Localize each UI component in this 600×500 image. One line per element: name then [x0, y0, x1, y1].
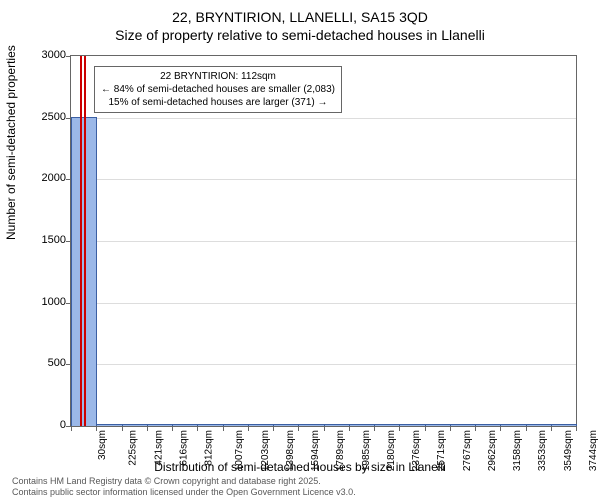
x-tick-label: 2376sqm	[411, 430, 422, 471]
x-tick-mark	[349, 426, 350, 431]
x-tick-mark	[197, 426, 198, 431]
x-tick-mark	[399, 426, 400, 431]
x-tick-label: 2962sqm	[487, 430, 498, 471]
title-line-1: 22, BRYNTIRION, LLANELLI, SA15 3QD	[0, 8, 600, 26]
x-tick-label: 2767sqm	[462, 430, 473, 471]
x-tick-mark	[450, 426, 451, 431]
y-tick-label: 3000	[16, 49, 66, 61]
histogram-bar	[197, 424, 223, 426]
chart-title: 22, BRYNTIRION, LLANELLI, SA15 3QD Size …	[0, 0, 600, 44]
y-axis-label: Number of semi-detached properties	[4, 45, 18, 240]
x-tick-mark	[273, 426, 274, 431]
footer-text: Contains HM Land Registry data © Crown c…	[12, 476, 588, 498]
highlight-marker	[80, 56, 86, 426]
histogram-bar	[349, 424, 375, 426]
grid-line	[71, 179, 576, 180]
y-tick-label: 2000	[16, 172, 66, 184]
x-tick-mark	[324, 426, 325, 431]
x-tick-label: 1007sqm	[234, 430, 245, 471]
grid-line	[71, 241, 576, 242]
histogram-bar	[374, 424, 400, 426]
y-tick-label: 1500	[16, 234, 66, 246]
x-tick-label: 2571sqm	[436, 430, 447, 471]
histogram-bar	[450, 424, 476, 426]
x-tick-mark	[172, 426, 173, 431]
y-tick-mark	[66, 56, 71, 57]
x-tick-label: 3353sqm	[537, 430, 548, 471]
x-tick-label: 1398sqm	[285, 430, 296, 471]
x-tick-label: 1594sqm	[310, 430, 321, 471]
x-tick-label: 1789sqm	[335, 430, 346, 471]
annotation-line-2: ← 84% of semi-detached houses are smalle…	[101, 83, 335, 96]
grid-line	[71, 303, 576, 304]
histogram-bar	[425, 424, 451, 426]
x-tick-label: 30sqm	[97, 430, 108, 460]
footer-line-2: Contains public sector information licen…	[12, 487, 588, 498]
x-tick-label: 225sqm	[128, 430, 139, 466]
x-tick-label: 616sqm	[178, 430, 189, 466]
annotation-box: 22 BRYNTIRION: 112sqm ← 84% of semi-deta…	[94, 66, 342, 113]
x-axis-label: Distribution of semi-detached houses by …	[0, 460, 600, 474]
title-line-2: Size of property relative to semi-detach…	[0, 26, 600, 44]
annotation-line-1: 22 BRYNTIRION: 112sqm	[101, 70, 335, 83]
x-tick-label: 421sqm	[153, 430, 164, 466]
x-tick-mark	[500, 426, 501, 431]
y-tick-label: 0	[16, 419, 66, 431]
histogram-bar	[96, 424, 122, 426]
x-tick-label: 3158sqm	[512, 430, 523, 471]
x-tick-mark	[71, 426, 72, 431]
histogram-bar	[500, 424, 526, 426]
x-tick-label: 3549sqm	[563, 430, 574, 471]
histogram-bar	[298, 424, 324, 426]
x-tick-mark	[298, 426, 299, 431]
x-tick-mark	[147, 426, 148, 431]
histogram-bar	[475, 424, 501, 426]
x-tick-mark	[475, 426, 476, 431]
x-tick-mark	[122, 426, 123, 431]
y-tick-label: 2500	[16, 111, 66, 123]
x-tick-mark	[223, 426, 224, 431]
histogram-bar	[324, 424, 350, 426]
x-tick-mark	[551, 426, 552, 431]
x-tick-label: 1203sqm	[260, 430, 271, 471]
x-tick-mark	[248, 426, 249, 431]
histogram-bar	[248, 424, 274, 426]
grid-line	[71, 364, 576, 365]
histogram-bar	[526, 424, 552, 426]
histogram-bar	[147, 424, 173, 426]
footer-line-1: Contains HM Land Registry data © Crown c…	[12, 476, 588, 487]
histogram-bar	[223, 424, 249, 426]
x-tick-label: 3744sqm	[588, 430, 599, 471]
y-tick-label: 1000	[16, 296, 66, 308]
x-tick-mark	[526, 426, 527, 431]
x-tick-mark	[425, 426, 426, 431]
histogram-bar	[399, 424, 425, 426]
x-tick-label: 2180sqm	[386, 430, 397, 471]
histogram-bar	[172, 424, 198, 426]
x-tick-label: 812sqm	[204, 430, 215, 466]
x-tick-mark	[576, 426, 577, 431]
histogram-bar	[122, 424, 148, 426]
y-tick-label: 500	[16, 357, 66, 369]
annotation-line-3: 15% of semi-detached houses are larger (…	[101, 96, 335, 109]
histogram-bar	[273, 424, 299, 426]
x-tick-mark	[374, 426, 375, 431]
x-tick-label: 1985sqm	[361, 430, 372, 471]
histogram-bar	[551, 424, 577, 426]
grid-line	[71, 118, 576, 119]
